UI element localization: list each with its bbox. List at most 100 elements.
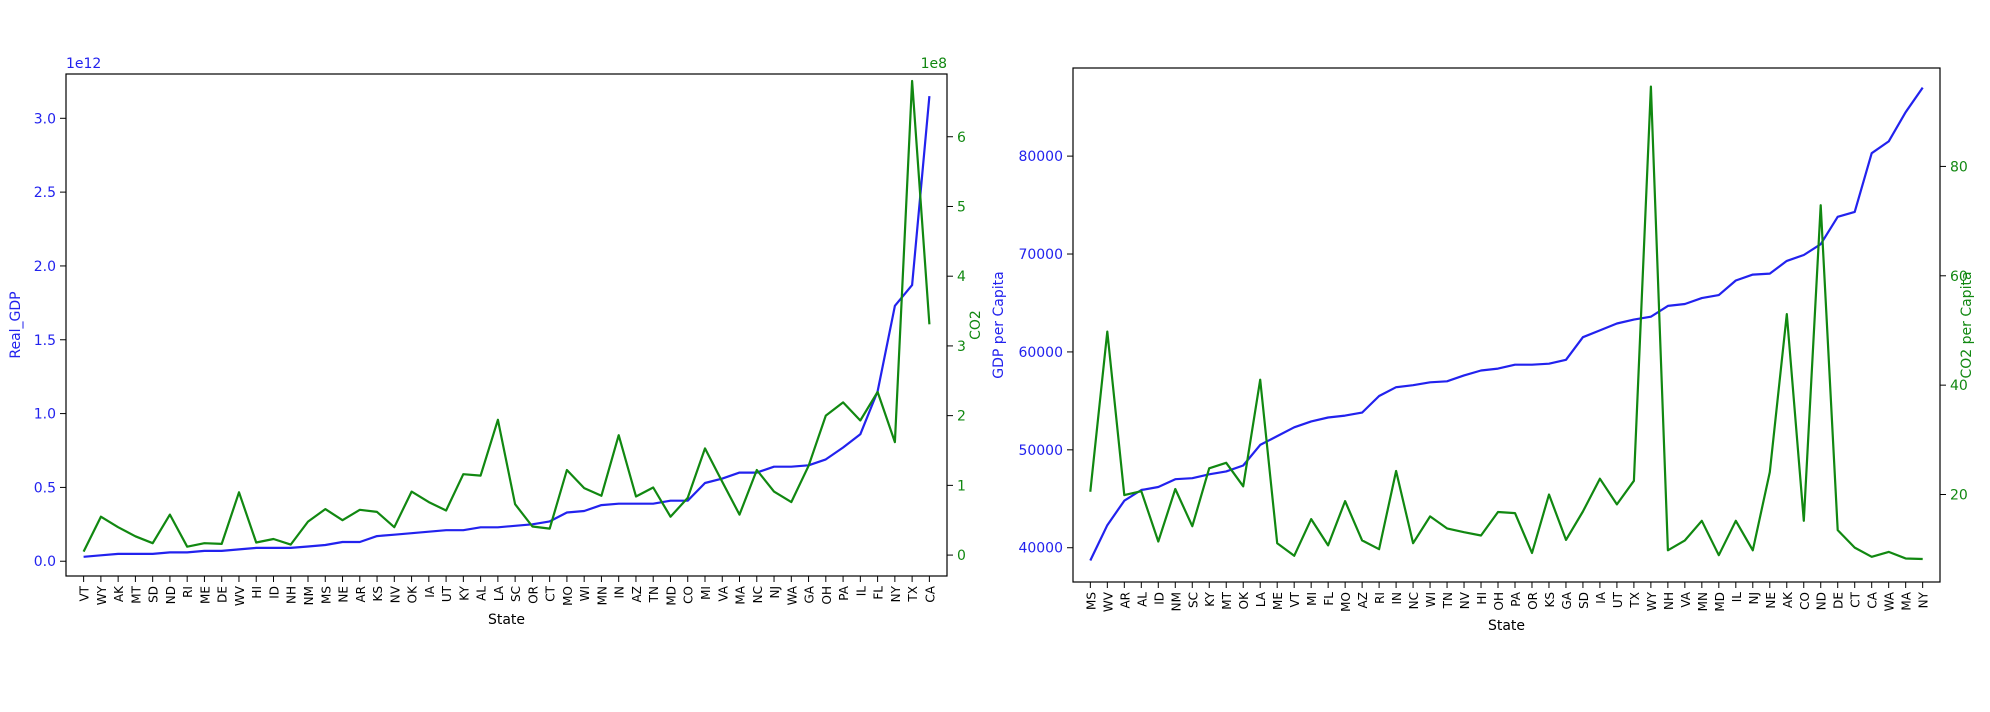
y-right-tick-label: 40 xyxy=(1950,378,1968,394)
x-tick-label: OH xyxy=(820,586,834,604)
y-right-tick-label: 3 xyxy=(957,339,966,355)
x-tick-label: TX xyxy=(1628,592,1642,609)
chart-real-gdp-co2: 0.0 0.5 1.0 1.5 2.0 2.5 3.0 0 1 2 3 4 5 6 VT WY AK MT SD ND… xyxy=(8,56,984,628)
x-tick-label: CA xyxy=(923,585,937,602)
x-tick-label: NV xyxy=(388,585,402,603)
x-tick-label: CT xyxy=(1849,591,1863,607)
y-left-tick-label: 0.0 xyxy=(34,554,56,570)
x-tick-label: DE xyxy=(1832,592,1846,609)
x-tick-label: MA xyxy=(734,585,748,604)
x-tick-label: NJ xyxy=(768,586,782,599)
y-left-tick-label: 60000 xyxy=(1018,345,1063,361)
x-tick-label: WI xyxy=(1424,592,1438,607)
x-tick-label: AL xyxy=(475,586,489,601)
y-left-tick-label: 1.0 xyxy=(34,407,56,423)
series-line-left xyxy=(83,95,931,558)
x-tick-label: PA xyxy=(837,585,851,600)
x-tick-label: GA xyxy=(1560,591,1574,609)
series-line-left xyxy=(1089,86,1924,561)
x-tick-label: MN xyxy=(595,586,609,605)
x-tick-label: IL xyxy=(854,586,868,597)
series-line-right xyxy=(82,79,931,553)
x-tick-label: WY xyxy=(95,585,109,605)
x-tick-label: OR xyxy=(1526,592,1540,610)
y-left-tick-label: 40000 xyxy=(1018,541,1063,557)
x-tick-label: MA xyxy=(1900,591,1914,610)
x-tick-label: SD xyxy=(1577,592,1591,609)
x-tick-label: PA xyxy=(1509,591,1523,606)
x-tick-label: OK xyxy=(1237,591,1251,609)
x-tick-label: AZ xyxy=(1356,592,1370,608)
x-tick-label: LA xyxy=(492,585,506,601)
y-left-tick-label: 1.5 xyxy=(34,333,56,349)
y-left-tick-label: 0.5 xyxy=(34,480,56,496)
x-tick-label: CA xyxy=(1866,591,1880,608)
x-tick-label: IA xyxy=(1594,591,1608,604)
y-left-axis-label: GDP per Capita xyxy=(991,271,1007,378)
y-left-tick-label: 3.0 xyxy=(34,111,56,127)
x-tick-label: UT xyxy=(440,585,454,602)
x-tick-label: IN xyxy=(1390,592,1404,605)
x-tick-label: AR xyxy=(1118,592,1132,609)
x-tick-label: LA xyxy=(1254,591,1268,607)
x-tick-label: VT xyxy=(1288,591,1302,607)
y-right-tick-label: 1 xyxy=(957,478,966,494)
plot-frame xyxy=(65,73,948,577)
x-tick-label: MI xyxy=(1305,592,1319,606)
x-tick-label: GA xyxy=(803,585,817,603)
x-tick-label: IA xyxy=(423,585,437,598)
x-tick-label: TN xyxy=(1441,592,1455,609)
x-tick-label: NJ xyxy=(1747,592,1761,605)
x-tick-label: AK xyxy=(112,585,126,602)
x-tick-label: KS xyxy=(371,586,385,602)
x-tick-label: ME xyxy=(1271,592,1285,610)
x-tick-label: WA xyxy=(1883,591,1897,611)
x-tick-label: MD xyxy=(1713,592,1727,612)
x-tick-label: WV xyxy=(233,585,247,606)
y-right-offset-text: 1e8 xyxy=(921,56,947,72)
y-right-tick-label: 20 xyxy=(1950,488,1968,504)
x-tick-label: MS xyxy=(319,586,333,604)
x-tick-label: SD xyxy=(147,586,161,603)
x-tick-label: FL xyxy=(1322,592,1336,606)
x-tick-label: WI xyxy=(578,586,592,601)
y-right-tick-label: 4 xyxy=(957,269,966,285)
x-tick-label: KS xyxy=(1543,592,1557,608)
x-tick-label: NV xyxy=(1458,591,1472,609)
x-tick-label: KY xyxy=(457,585,471,600)
x-tick-label: NC xyxy=(751,586,765,603)
x-tick-label: NE xyxy=(1764,592,1778,609)
y-left-tick-label: 2.0 xyxy=(34,259,56,275)
x-tick-label: DE xyxy=(216,586,230,603)
x-tick-label: AZ xyxy=(630,586,644,602)
y-left-offset-text: 1e12 xyxy=(66,56,101,72)
x-tick-label: NH xyxy=(285,586,299,604)
x-tick-label: OK xyxy=(406,585,420,603)
y-left-tick-label: 50000 xyxy=(1018,443,1063,459)
x-tick-label: HI xyxy=(250,586,264,599)
x-tick-label: MD xyxy=(664,586,678,606)
x-tick-label: MI xyxy=(699,586,713,600)
y-right-axis-label: CO2 xyxy=(968,310,984,340)
y-right-tick-label: 60 xyxy=(1950,269,1968,285)
x-axis-label: State xyxy=(488,612,525,628)
x-tick-label: NE xyxy=(337,586,351,603)
x-tick-label: NM xyxy=(302,586,316,605)
x-tick-label: NC xyxy=(1407,592,1421,609)
x-tick-label: NM xyxy=(1169,592,1183,611)
y-left-tick-label: 70000 xyxy=(1018,247,1063,263)
x-tick-label: SC xyxy=(1186,592,1200,608)
y-right-tick-label: 2 xyxy=(957,409,966,425)
x-tick-label: TX xyxy=(906,586,920,603)
x-tick-label: VA xyxy=(716,585,730,601)
x-tick-label: WV xyxy=(1101,591,1115,612)
x-tick-label: MT xyxy=(1220,591,1234,609)
x-tick-label: MS xyxy=(1084,592,1098,610)
x-tick-label: ME xyxy=(198,586,212,604)
x-tick-label: VA xyxy=(1679,591,1693,607)
x-tick-label: MN xyxy=(1696,592,1710,611)
x-axis-label: State xyxy=(1488,618,1525,634)
x-tick-label: NY xyxy=(1917,591,1931,608)
x-tick-label: WA xyxy=(785,585,799,605)
